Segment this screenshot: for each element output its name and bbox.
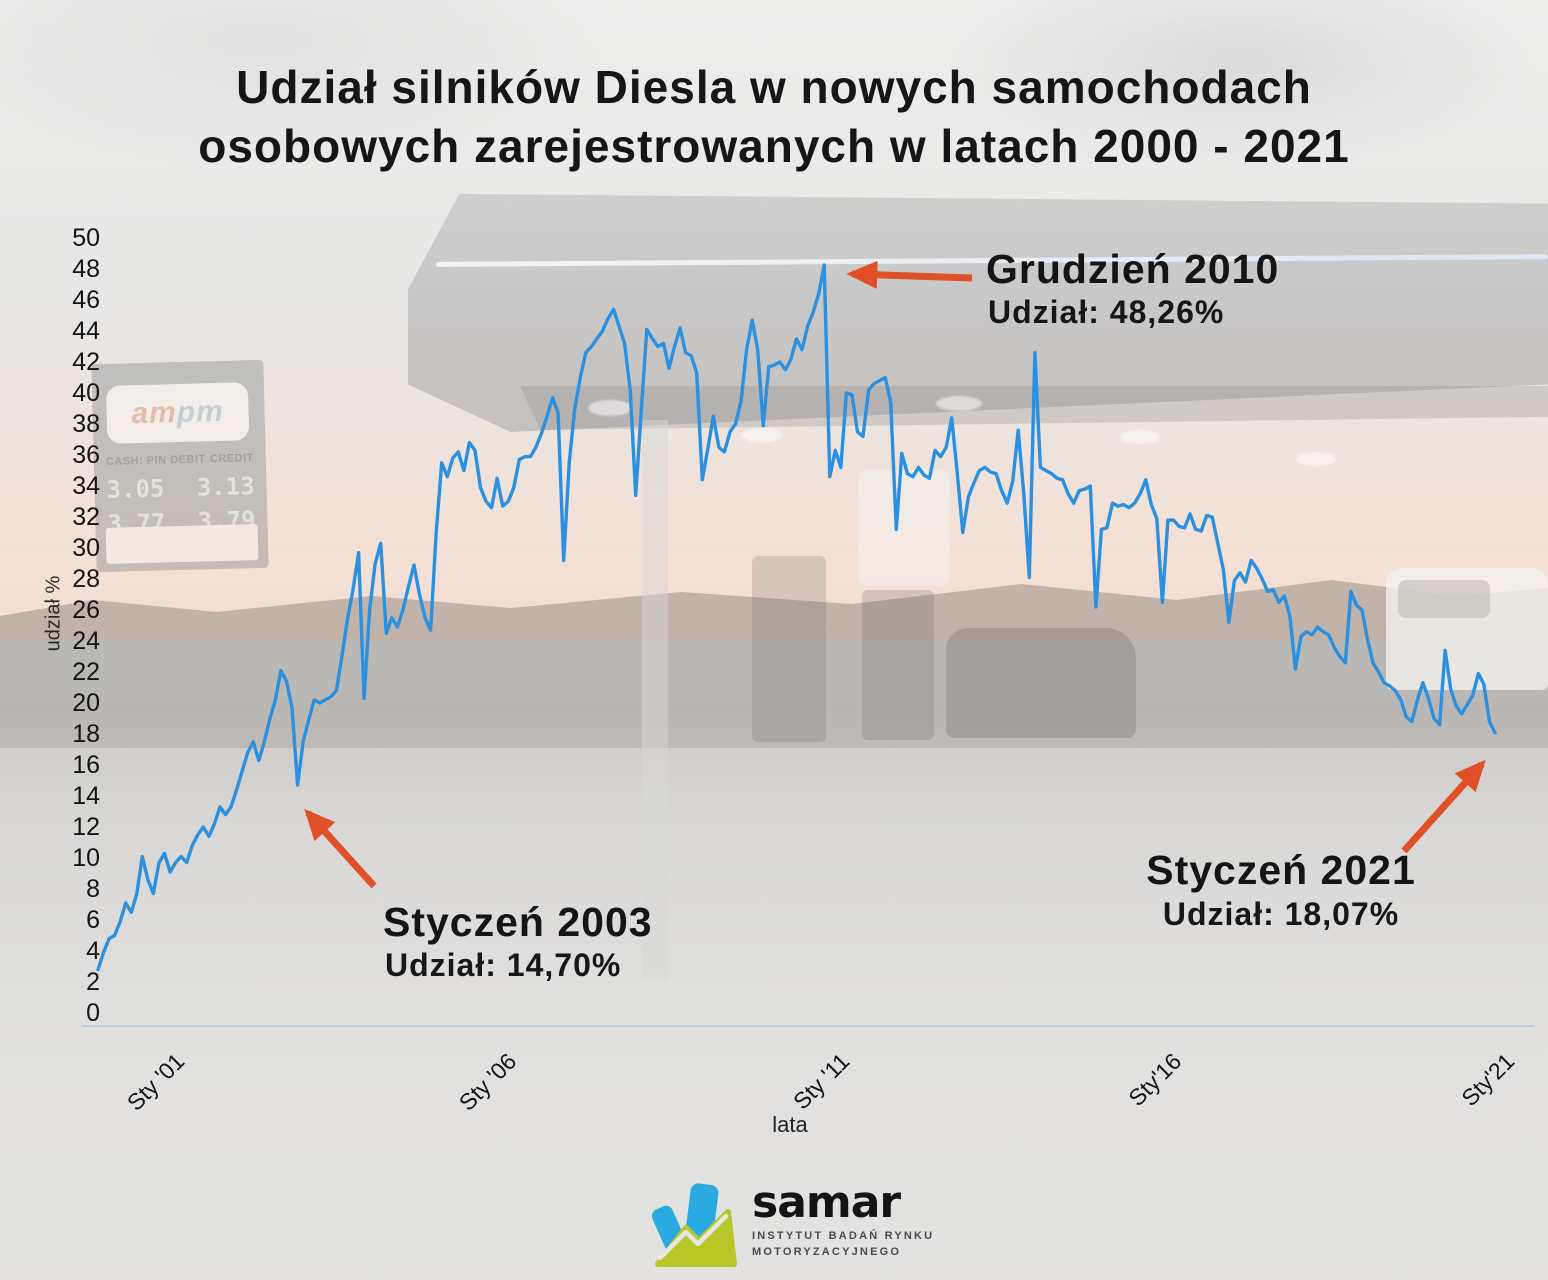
diesel-share-line	[96, 263, 1497, 972]
y-axis-tick-label: 30	[72, 534, 100, 562]
y-axis-tick-label: 50	[72, 224, 100, 252]
annotation-jan-2021-label: Styczeń 2021	[1146, 847, 1416, 893]
y-axis-tick-label: 10	[72, 844, 100, 872]
y-axis-tick-label: 32	[72, 503, 100, 531]
chart-title: Udział silników Diesla w nowych samochod…	[198, 61, 1350, 172]
x-axis-title: lata	[772, 1112, 808, 1137]
y-axis-tick-label: 20	[72, 689, 100, 717]
background-ceiling-light	[1296, 452, 1336, 466]
y-axis-tick-label: 22	[72, 658, 100, 686]
background-ceiling-light	[936, 396, 982, 411]
y-axis-tick-label: 40	[72, 379, 100, 407]
annotation-dec-2010-value: Udział: 48,26%	[988, 294, 1225, 330]
annotation-arrow-jan-2003	[304, 808, 377, 889]
y-axis-tick-label: 14	[72, 782, 100, 810]
background-ceiling-light	[1120, 430, 1160, 444]
y-axis-tick-label: 8	[86, 875, 100, 903]
annotation-arrow-jan-2021	[1401, 759, 1486, 854]
y-axis-tick-label: 12	[72, 813, 100, 841]
background-ceiling-light	[742, 428, 782, 442]
samar-logo: samar INSTYTUT BADAŃ RYNKU MOTORYZACYJNE…	[652, 1180, 934, 1268]
y-axis-tick-label: 48	[72, 255, 100, 283]
y-axis-tick-label: 36	[72, 441, 100, 469]
y-axis-tick-label: 26	[72, 596, 100, 624]
samar-wordmark: samar	[752, 1177, 901, 1228]
y-axis-tick-label: 34	[72, 472, 100, 500]
annotation-dec-2010-label: Grudzień 2010	[986, 246, 1280, 292]
y-axis-tick-label: 46	[72, 286, 100, 314]
y-axis-tick-label: 28	[72, 565, 100, 593]
y-axis-tick-label: 4	[86, 937, 100, 965]
y-axis-tick-label: 6	[86, 906, 100, 934]
y-axis-tick-label: 18	[72, 720, 100, 748]
y-axis-tick-label: 16	[72, 751, 100, 779]
y-axis-tick-label: 24	[72, 627, 100, 655]
y-axis-tick-label: 38	[72, 410, 100, 438]
y-axis-tick-label: 44	[72, 317, 100, 345]
samar-subtitle: INSTYTUT BADAŃ RYNKU MOTORYZACYJNEGO	[752, 1230, 935, 1258]
background-ceiling-light	[588, 400, 632, 416]
y-axis-tick-label: 2	[86, 968, 100, 996]
annotation-jan-2003-value: Udział: 14,70%	[385, 947, 622, 983]
samar-logo-icon	[652, 1183, 737, 1267]
annotation-jan-2003-label: Styczeń 2003	[383, 899, 653, 945]
y-axis-tick-label: 42	[72, 348, 100, 376]
annotation-arrow-dec-2010	[846, 260, 973, 289]
y-axis-tick-label: 0	[86, 999, 100, 1027]
annotation-jan-2021-value: Udział: 18,07%	[1162, 896, 1400, 932]
